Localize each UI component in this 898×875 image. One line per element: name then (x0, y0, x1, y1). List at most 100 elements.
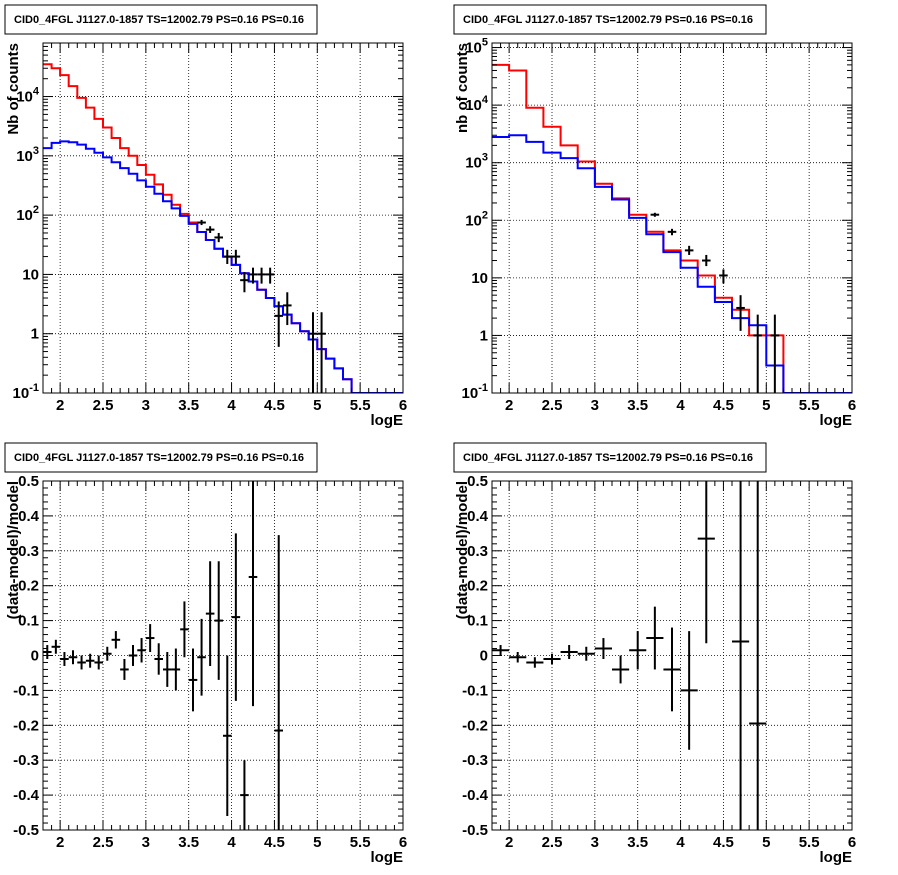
data-point (154, 643, 163, 675)
data-point (214, 232, 223, 243)
x-tick-label: 6 (399, 834, 407, 851)
data-point (753, 314, 762, 393)
y-axis: 10-1 1 10 102 103 104 105 (462, 37, 852, 402)
x-tick-label: 6 (848, 834, 856, 851)
y-tick-label: 102 (16, 204, 39, 224)
y-tick-label: 0.2 (467, 578, 488, 595)
data-point (283, 292, 292, 326)
x-tick-label: 5.5 (799, 397, 820, 414)
data-points (43, 481, 283, 830)
x-tick-label: 5.5 (350, 397, 371, 414)
x-tick-label: 3 (591, 397, 599, 414)
x-axis-title: logE (820, 412, 853, 429)
x-tick-label: 4.5 (264, 397, 285, 414)
title-box (453, 442, 767, 473)
data-point (736, 295, 745, 331)
x-tick-label: 2 (505, 834, 513, 851)
data-point (180, 601, 189, 658)
y-tick-label: -0.2 (13, 717, 39, 734)
data-point (543, 653, 561, 665)
x-tick-label: 2 (56, 834, 64, 851)
data-point (103, 646, 112, 661)
y-tick-label: -0.5 (462, 822, 488, 839)
y-tick-label: 10-1 (13, 382, 39, 402)
y-axis: 10-1 1 10 102 103 104 (13, 42, 403, 402)
x-tick-label: 3 (142, 834, 150, 851)
x-axis: 2 2.5 3 3.5 4 4.5 5 5.5 6 (42, 481, 407, 851)
data-point (248, 267, 258, 284)
grid (43, 481, 403, 830)
data-point (594, 638, 612, 659)
grid (43, 43, 403, 393)
residuals-panel-right: CID0_4FGL J1127.0-1857 TS=12002.79 PS=0.… (453, 442, 856, 866)
chart-title: CID0_4FGL J1127.0-1857 TS=12002.79 PS=0.… (463, 452, 753, 464)
y-tick-label: 0.1 (467, 613, 488, 630)
x-tick-label: 4.5 (713, 834, 734, 851)
y-tick-label: 0.2 (18, 578, 39, 595)
data-point (612, 655, 630, 684)
x-tick-label: 2.5 (542, 834, 563, 851)
data-point (629, 631, 647, 670)
data-point (60, 652, 69, 666)
series-blue-line (492, 134, 852, 393)
x-tick-label: 4.5 (713, 397, 734, 414)
y-tick-label: 1 (480, 327, 488, 344)
data-point (77, 655, 86, 670)
data-point (188, 648, 198, 712)
data-point (702, 254, 711, 267)
y-tick-label: 10 (22, 266, 39, 283)
data-point (94, 655, 103, 670)
data-point (171, 648, 181, 691)
y-tick-label: -0.2 (462, 717, 488, 734)
data-points (492, 481, 767, 830)
data-point (719, 269, 728, 284)
y-axis: -0.5 -0.4 -0.3 -0.2 -0.1 0 0.1 0.2 0.3 0.4 0.5 (462, 473, 852, 839)
y-tick-label: -0.1 (13, 682, 39, 699)
plot-frame-bg (43, 43, 403, 393)
data-point (85, 653, 95, 668)
x-tick-label: 5 (313, 397, 321, 414)
residuals-panel-left: CID0_4FGL J1127.0-1857 TS=12002.79 PS=0.… (4, 442, 407, 866)
data-point (560, 645, 578, 659)
x-tick-label: 6 (848, 397, 856, 414)
x-axis: 2 2.5 3 3.5 4 4.5 5 5.5 6 (42, 43, 407, 414)
y-tick-label: 104 (16, 86, 40, 106)
counts-panel-right: CID0_4FGL J1127.0-1857 TS=12002.79 PS=0.… (453, 4, 856, 429)
plot-area (43, 481, 283, 830)
data-point (257, 267, 266, 284)
data-point (231, 533, 241, 701)
data-point (214, 561, 223, 680)
y-tick-label: 0.3 (467, 543, 488, 560)
plot-area (492, 63, 852, 393)
x-tick-label: 3.5 (627, 397, 648, 414)
data-point (128, 645, 138, 666)
data-point (43, 645, 52, 659)
data-point (51, 639, 61, 654)
y-tick-label: 0.5 (18, 473, 39, 490)
data-point (137, 638, 146, 663)
y-tick-label: 10 (471, 270, 488, 287)
y-tick-label: 103 (465, 152, 488, 172)
chart-title: CID0_4FGL J1127.0-1857 TS=12002.79 PS=0.… (463, 14, 753, 26)
x-tick-label: 5 (313, 834, 321, 851)
data-point (248, 481, 258, 707)
data-point (240, 760, 249, 830)
x-axis-title: logE (820, 849, 853, 866)
x-tick-label: 4 (227, 397, 236, 414)
data-point (274, 301, 283, 347)
data-point (509, 652, 527, 663)
x-tick-label: 5 (762, 397, 770, 414)
y-tick-label: -0.3 (462, 752, 488, 769)
y-axis-title: nb of counts (454, 43, 471, 133)
y-tick-label: -0.1 (462, 682, 488, 699)
data-point (120, 658, 129, 680)
x-tick-label: 3.5 (627, 834, 648, 851)
data-point (492, 645, 510, 656)
y-axis-title: (data-model)/model (454, 481, 471, 619)
y-tick-label: 0.4 (467, 508, 489, 525)
x-tick-label: 4 (676, 834, 685, 851)
data-point (684, 245, 694, 255)
y-tick-label: 104 (465, 94, 489, 114)
data-point (667, 228, 677, 236)
